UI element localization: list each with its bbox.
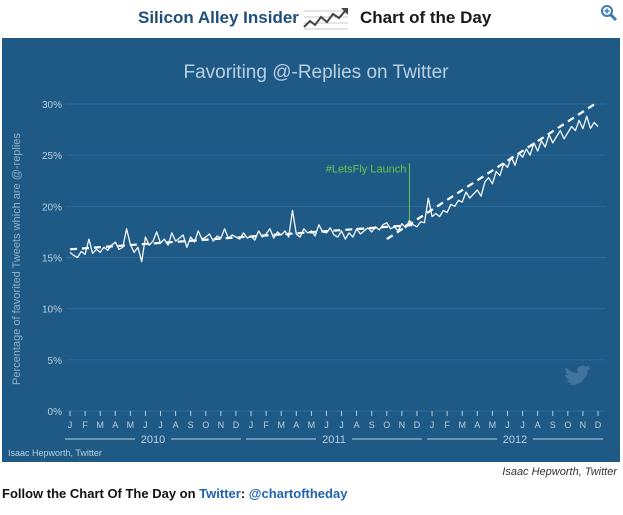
x-tick-label: J	[249, 420, 254, 430]
chart: Favoriting @-Replies on Twitter 0% 5% 10% 1…	[8, 62, 606, 458]
x-tick-label: F	[263, 420, 269, 430]
x-tick-label: N	[580, 420, 587, 430]
y-tick-label: 15%	[42, 254, 62, 265]
y-axis-label: Percentage of favorited Tweets which are…	[11, 133, 23, 385]
x-tick-label: O	[202, 420, 209, 430]
year-label: 2011	[322, 434, 346, 446]
x-tick-label: J	[520, 420, 525, 430]
x-tick-label: A	[293, 420, 299, 430]
year-label: 2010	[141, 434, 165, 446]
y-tick-label: 0%	[48, 407, 63, 418]
x-tick-label: M	[489, 420, 497, 430]
x-tick-label: D	[233, 420, 240, 430]
trend-chart-icon	[300, 5, 352, 38]
x-axis: J F M A M J J A S O N D J F M A M J J A S O N D J F M A M J J A S O N D2010…	[65, 411, 603, 446]
twitter-link[interactable]: Twitter	[199, 486, 241, 501]
x-tick-label: M	[308, 420, 316, 430]
annotation-label: #LetsFly Launch	[326, 164, 407, 176]
x-tick-label: O	[564, 420, 571, 430]
x-tick-label: A	[173, 420, 179, 430]
chartoftheday-link[interactable]: @chartoftheday	[248, 486, 348, 501]
x-tick-label: D	[595, 420, 602, 430]
x-tick-label: N	[399, 420, 406, 430]
trend-lines	[69, 101, 599, 251]
y-tick-label: 20%	[42, 202, 62, 213]
x-tick-label: A	[112, 420, 118, 430]
y-tick-label: 5%	[48, 356, 63, 367]
y-tick-label: 10%	[42, 305, 62, 316]
x-tick-label: J	[68, 420, 73, 430]
year-label: 2012	[503, 434, 527, 446]
x-tick-label: A	[474, 420, 480, 430]
x-tick-label: M	[127, 420, 135, 430]
chart-of-the-day-title: Chart of the Day	[360, 8, 492, 27]
source-inside: Isaac Hepworth, Twitter	[8, 448, 102, 458]
x-tick-label: J	[324, 420, 329, 430]
x-tick-label: A	[535, 420, 541, 430]
series-layer	[69, 115, 599, 263]
x-tick-label: F	[82, 420, 88, 430]
x-tick-label: A	[354, 420, 360, 430]
x-tick-label: O	[383, 420, 390, 430]
trend-line	[386, 101, 599, 241]
twitter-bird-icon	[564, 365, 592, 385]
follow-prefix: Follow the Chart Of The Day on	[2, 486, 200, 501]
trend-line	[69, 223, 418, 251]
follow-separator: :	[240, 486, 249, 501]
brand-title: Silicon Alley Insider	[138, 8, 299, 27]
x-tick-label: M	[458, 420, 466, 430]
x-tick-label: N	[218, 420, 225, 430]
x-tick-label: M	[277, 420, 285, 430]
zoom-icon[interactable]	[600, 4, 618, 27]
x-tick-label: J	[143, 420, 148, 430]
x-tick-label: M	[96, 420, 104, 430]
source-credit: Isaac Hepworth, Twitter	[502, 466, 617, 478]
x-tick-label: D	[414, 420, 421, 430]
x-tick-label: S	[369, 420, 375, 430]
grid	[66, 103, 606, 412]
x-tick-label: J	[158, 420, 163, 430]
follow-line: Follow the Chart Of The Day on Twitter: …	[2, 486, 347, 501]
x-tick-label: J	[339, 420, 344, 430]
header: Silicon Alley Insider Chart of the Day	[0, 0, 623, 38]
x-tick-label: J	[430, 420, 435, 430]
x-tick-label: S	[550, 420, 556, 430]
y-tick-label: 25%	[42, 151, 62, 162]
series-line	[69, 115, 599, 263]
chart-panel: Favoriting @-Replies on Twitter 0% 5% 10% 1…	[2, 38, 620, 462]
y-axis: 0% 5% 10% 15% 20% 25% 30%	[42, 100, 62, 418]
y-tick-label: 30%	[42, 100, 62, 111]
annotation-layer: #LetsFly Launch	[326, 163, 410, 225]
chart-title: Favoriting @-Replies on Twitter	[184, 62, 450, 83]
x-tick-label: S	[188, 420, 194, 430]
x-tick-label: F	[444, 420, 450, 430]
x-tick-label: J	[505, 420, 510, 430]
